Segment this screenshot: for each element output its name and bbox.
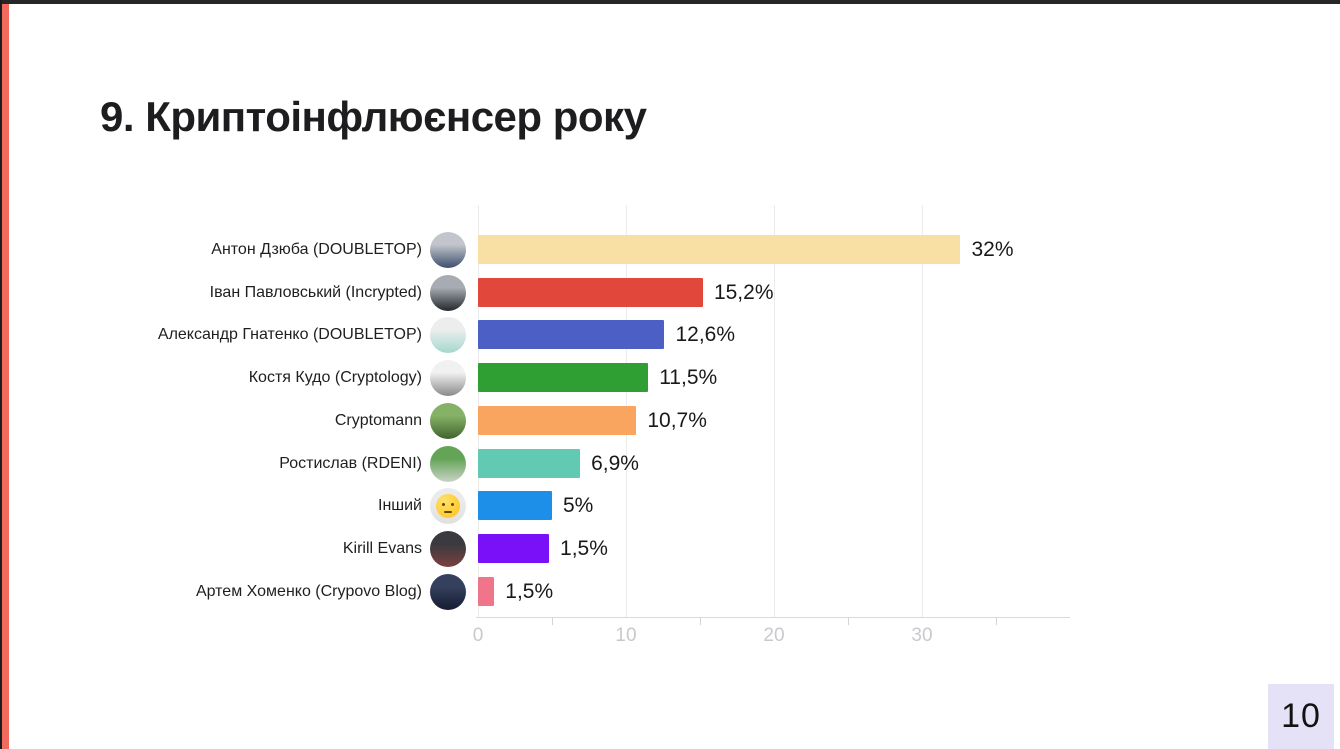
category-label: Kirill Evans: [342, 539, 422, 557]
chart-row: Александр Гнатенко (DOUBLETOP) 12,6%: [0, 317, 1340, 360]
chart-row: Cryptomann 10,7%: [0, 402, 1340, 446]
gridline: [774, 205, 775, 617]
page-number: 10: [1281, 697, 1321, 735]
chart-row: Іван Павловський (Incrypted) 15,2%: [0, 274, 1340, 318]
avatar: [430, 573, 466, 610]
avatar: [430, 402, 466, 439]
bar: [478, 448, 581, 478]
category-label: Антон Дзюба (DOUBLETOP): [211, 241, 422, 258]
bar-value-label: 1,5%: [505, 579, 554, 603]
chart-row: Костя Кудо (Cryptology) 11,5%: [0, 360, 1340, 403]
top-border-bar: [0, 0, 1340, 4]
bar-value-label: 5%: [563, 494, 594, 518]
bar: [478, 363, 649, 393]
gridline: [922, 205, 923, 617]
x-axis-minor-tick: [552, 617, 553, 625]
avatar: [430, 488, 466, 525]
page-number-badge: 10: [1268, 684, 1334, 749]
bar-value-label: 6,9%: [591, 451, 639, 475]
x-axis-minor-tick: [700, 617, 701, 625]
avatar: [430, 232, 466, 268]
avatar: [430, 445, 466, 482]
x-axis-tick-label: 10: [615, 625, 637, 646]
bar-value-label: 11,5%: [659, 366, 718, 390]
x-axis-tick-label: 20: [763, 625, 785, 646]
bar: [478, 491, 552, 521]
category-label: Інший: [378, 497, 422, 515]
left-accent-stripe: [2, 4, 9, 749]
page-title: 9. Криптоінфлюєнсер року: [100, 93, 647, 140]
bar: [478, 277, 703, 307]
x-axis-line: [476, 617, 1070, 618]
x-axis-tick-label: 0: [472, 625, 484, 646]
bar: [478, 235, 961, 264]
category-label: Александр Гнатенко (DOUBLETOP): [157, 326, 422, 344]
bar-value-label: 10,7%: [647, 408, 707, 432]
chart-row: Антон Дзюба (DOUBLETOP) 32%: [0, 232, 1340, 275]
chart-row: Інший 5%: [0, 488, 1340, 531]
category-label: Костя Кудо (Cryptology): [248, 369, 422, 387]
category-label: Артем Хоменко (Crypovo Blog): [195, 582, 422, 600]
category-label: Іван Павловський (Incrypted): [209, 283, 422, 301]
category-label: Cryptomann: [334, 411, 422, 429]
bar: [478, 320, 665, 350]
bar-value-label: 12,6%: [675, 323, 736, 347]
bar: [478, 533, 550, 563]
x-axis-minor-tick: [996, 617, 997, 625]
bar-value-label: 15,2%: [713, 280, 774, 304]
left-edge-sliver: [0, 0, 2, 749]
neutral-face-emoji-icon: [436, 494, 460, 519]
avatar: [430, 317, 466, 354]
bar-value-label: 32%: [971, 238, 1014, 261]
bar-value-label: 1,5%: [560, 536, 608, 560]
x-axis-minor-tick: [848, 617, 849, 625]
x-axis-tick-label: 30: [911, 625, 933, 646]
avatar: [430, 360, 466, 397]
bar: [478, 576, 495, 606]
chart-row: Kirill Evans 1,5%: [0, 530, 1340, 574]
chart-row: Артем Хоменко (Crypovo Blog) 1,5%: [0, 573, 1340, 617]
bar: [478, 405, 637, 435]
avatar: [430, 530, 466, 567]
avatar: [430, 274, 466, 311]
category-label: Ростислав (RDENI): [279, 454, 422, 472]
chart-row: Ростислав (RDENI) 6,9%: [0, 445, 1340, 489]
